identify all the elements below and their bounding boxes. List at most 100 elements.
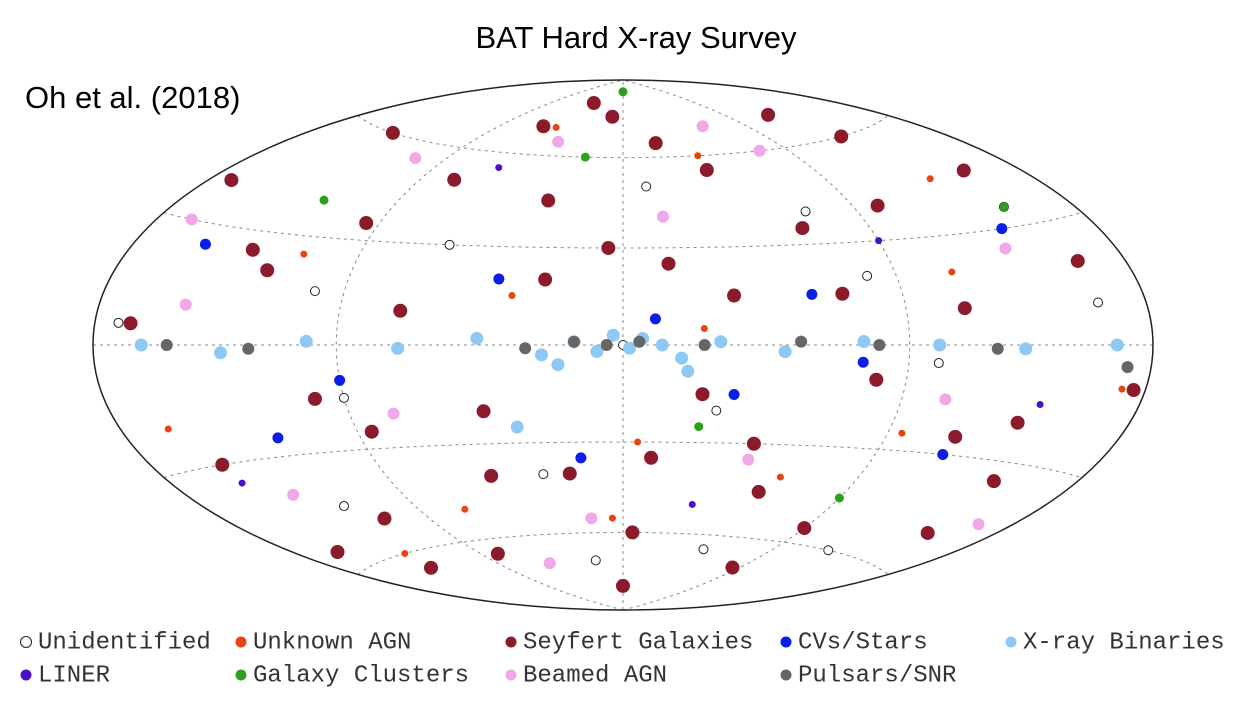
- data-point: [562, 466, 577, 481]
- data-point: [834, 129, 849, 144]
- data-point: [470, 331, 484, 345]
- data-point: [875, 237, 883, 245]
- data-point: [834, 493, 844, 503]
- data-point: [213, 346, 227, 360]
- data-point: [661, 256, 676, 271]
- legend-label: Galaxy Clusters: [253, 662, 469, 689]
- data-point: [309, 286, 320, 297]
- legend-label: X-ray Binaries: [1023, 629, 1225, 656]
- data-point: [1118, 385, 1126, 393]
- data-point: [1070, 253, 1085, 268]
- data-point: [401, 550, 409, 558]
- data-point: [123, 316, 138, 331]
- data-point: [972, 518, 985, 531]
- data-point: [948, 429, 963, 444]
- data-point: [694, 422, 704, 432]
- legend-marker: [235, 636, 247, 648]
- legend-marker: [780, 669, 792, 681]
- graticule: [92, 79, 1154, 611]
- data-point: [1036, 400, 1044, 408]
- annotation: Oh et al. (2018): [25, 80, 240, 115]
- data-point: [319, 195, 329, 205]
- data-point: [862, 270, 873, 281]
- data-point: [338, 392, 349, 403]
- data-point: [725, 560, 740, 575]
- legend-label: Unidentified: [38, 629, 211, 656]
- data-point: [688, 500, 696, 508]
- data-point: [727, 288, 742, 303]
- parallel: [163, 441, 1083, 478]
- legend-marker: [235, 669, 247, 681]
- data-point: [260, 263, 275, 278]
- data-point: [857, 335, 871, 349]
- data-point: [185, 213, 198, 226]
- data-point: [567, 335, 580, 348]
- data-point: [585, 512, 598, 525]
- data-point: [696, 120, 709, 133]
- data-point: [999, 242, 1012, 255]
- data-point: [711, 405, 722, 416]
- data-point: [656, 210, 669, 223]
- data-point: [359, 216, 374, 231]
- data-point: [1110, 338, 1124, 352]
- data-point: [999, 202, 1009, 212]
- parallel: [163, 212, 1083, 249]
- data-point: [179, 298, 192, 311]
- data-point: [590, 345, 604, 359]
- data-point: [698, 339, 711, 351]
- data-point: [508, 292, 516, 300]
- data-point: [541, 193, 556, 208]
- data-point: [728, 388, 740, 400]
- data-point: [164, 425, 172, 433]
- data-point: [424, 560, 439, 575]
- data-point: [377, 511, 392, 526]
- data-point: [698, 544, 709, 555]
- data-point: [444, 239, 455, 250]
- data-point: [1019, 342, 1033, 356]
- data-point: [644, 450, 659, 465]
- data-point: [476, 404, 491, 419]
- data-point: [493, 273, 505, 285]
- data-point: [1121, 361, 1134, 374]
- data-point: [873, 339, 886, 351]
- data-point: [795, 221, 810, 236]
- data-point: [937, 448, 949, 460]
- data-point: [618, 87, 628, 97]
- data-point: [510, 420, 524, 434]
- legend-marker: [505, 636, 517, 648]
- data-point: [681, 364, 695, 378]
- data-point: [552, 135, 565, 148]
- data-point: [926, 175, 934, 183]
- data-point: [800, 206, 811, 217]
- legend-label: LINER: [38, 662, 110, 689]
- data-point: [948, 268, 956, 276]
- data-point: [300, 250, 308, 258]
- legend-marker: [20, 669, 32, 681]
- data-point: [751, 484, 766, 499]
- parallel: [357, 115, 889, 159]
- data-point: [898, 429, 906, 437]
- data-point: [714, 335, 728, 349]
- data-point: [700, 325, 708, 333]
- data-point: [552, 123, 560, 131]
- data-point: [616, 578, 630, 593]
- data-point: [835, 286, 850, 301]
- data-point: [490, 546, 505, 561]
- data-point: [224, 173, 239, 188]
- data-point: [1093, 297, 1104, 308]
- data-point: [694, 152, 702, 160]
- data-point: [699, 163, 714, 178]
- data-point: [447, 172, 462, 187]
- data-point: [484, 468, 499, 483]
- data-point: [364, 424, 379, 439]
- data-point: [753, 144, 766, 157]
- data-point: [113, 317, 124, 328]
- data-point: [551, 358, 565, 372]
- data-point: [580, 152, 590, 162]
- data-point: [806, 288, 818, 300]
- data-point: [334, 374, 346, 386]
- data-point: [933, 358, 944, 369]
- data-point: [623, 341, 637, 355]
- data-point: [385, 125, 400, 140]
